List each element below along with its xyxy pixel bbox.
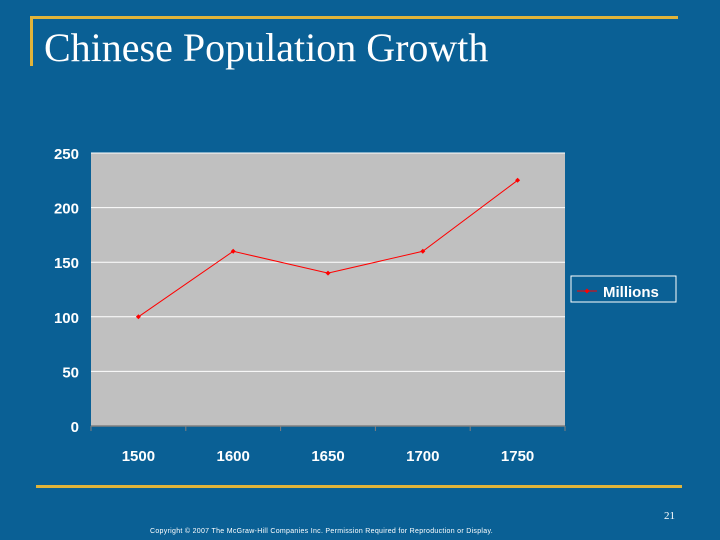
- population-line-chart: 0 50 100 150 200 250 1500 1600 1650 1700 1750 Mil…: [54, 146, 677, 465]
- x-tick-label: 1600: [217, 448, 250, 465]
- legend-swatch-marker: [584, 288, 590, 294]
- y-tick-label: 200: [54, 201, 79, 218]
- y-axis: 0 50 100 150 200 250: [54, 146, 79, 436]
- slide-title: Chinese Population Growth: [44, 25, 489, 70]
- y-tick-label: 150: [54, 255, 79, 272]
- page-number: 21: [664, 510, 675, 522]
- data-point: [420, 248, 426, 254]
- data-point: [135, 314, 141, 320]
- series-layer: [135, 177, 521, 320]
- plot-area: [91, 153, 565, 426]
- x-axis: 1500 1600 1650 1700 1750: [90, 425, 566, 465]
- top-accent-rule: [30, 16, 678, 19]
- x-tick-label: 1750: [501, 448, 534, 465]
- left-accent-rule: [30, 18, 33, 66]
- x-tick-label: 1500: [122, 448, 155, 465]
- data-point: [515, 177, 521, 183]
- data-point: [230, 248, 236, 254]
- legend: Millions: [570, 275, 677, 303]
- y-tick-label: 250: [54, 146, 79, 163]
- y-tick-label: 100: [54, 310, 79, 327]
- bottom-accent-rule: [36, 485, 682, 488]
- data-point: [325, 270, 331, 276]
- copyright-notice: Copyright © 2007 The McGraw-Hill Compani…: [150, 528, 493, 535]
- y-tick-label: 50: [62, 364, 79, 381]
- y-tick-label: 0: [71, 419, 79, 436]
- x-tick-label: 1650: [311, 448, 344, 465]
- x-tick-label: 1700: [406, 448, 439, 465]
- legend-label: Millions: [603, 284, 659, 301]
- legend-box: [570, 275, 677, 303]
